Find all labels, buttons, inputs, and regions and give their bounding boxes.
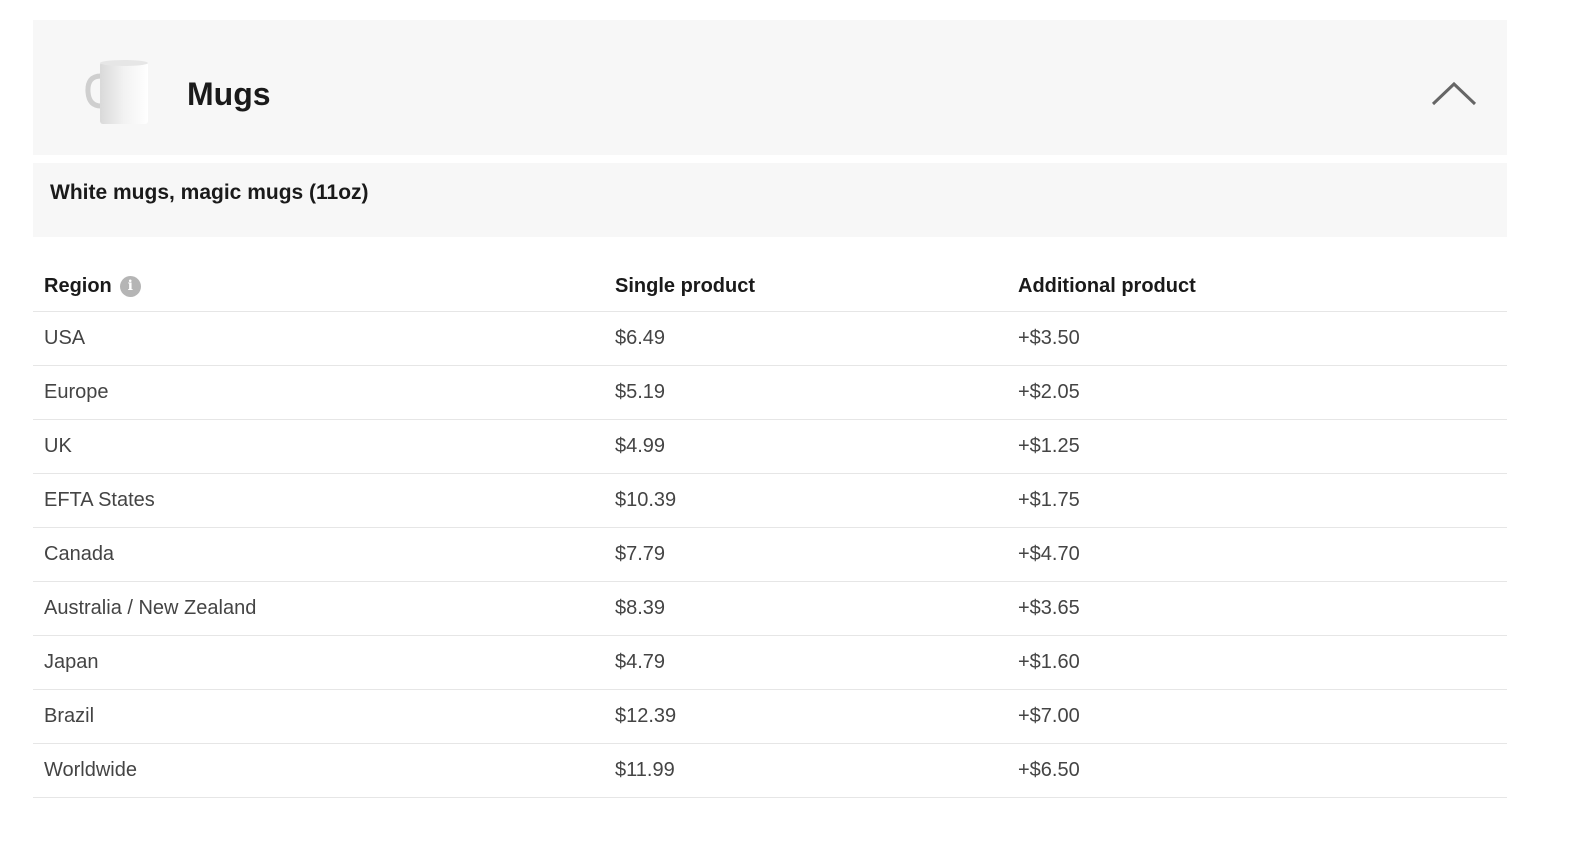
region-cell: Brazil <box>33 689 604 744</box>
single-product-price: $7.79 <box>604 527 1007 582</box>
table-row: Japan $4.79 +$1.60 <box>33 635 1507 690</box>
table-row: Worldwide $11.99 +$6.50 <box>33 743 1507 798</box>
mug-image <box>85 60 148 124</box>
region-cell: Europe <box>33 365 604 420</box>
table-header-row: Region i Single product Additional produc… <box>33 262 1507 312</box>
additional-product-price: +$3.50 <box>1007 311 1507 366</box>
additional-product-price: +$6.50 <box>1007 743 1507 798</box>
table-row: UK $4.99 +$1.25 <box>33 419 1507 474</box>
single-product-price: $4.79 <box>604 635 1007 690</box>
single-product-price: $12.39 <box>604 689 1007 744</box>
table-row: Europe $5.19 +$2.05 <box>33 365 1507 420</box>
table-row: USA $6.49 +$3.50 <box>33 311 1507 366</box>
additional-product-price: +$1.60 <box>1007 635 1507 690</box>
chevron-up-icon[interactable] <box>1429 78 1479 112</box>
additional-product-price: +$1.75 <box>1007 473 1507 528</box>
region-cell: UK <box>33 419 604 474</box>
additional-product-price: +$4.70 <box>1007 527 1507 582</box>
region-cell: Canada <box>33 527 604 582</box>
single-product-price: $10.39 <box>604 473 1007 528</box>
column-header-region: Region i <box>33 262 604 312</box>
region-cell: Worldwide <box>33 743 604 798</box>
region-cell: USA <box>33 311 604 366</box>
additional-product-price: +$7.00 <box>1007 689 1507 744</box>
single-product-price: $4.99 <box>604 419 1007 474</box>
column-header-additional: Additional product <box>1007 262 1507 312</box>
column-header-single: Single product <box>604 262 1007 312</box>
table-row: Brazil $12.39 +$7.00 <box>33 689 1507 744</box>
single-product-price: $8.39 <box>604 581 1007 636</box>
single-product-price: $5.19 <box>604 365 1007 420</box>
region-cell: Japan <box>33 635 604 690</box>
single-product-price: $6.49 <box>604 311 1007 366</box>
additional-product-price: +$2.05 <box>1007 365 1507 420</box>
table-row: Canada $7.79 +$4.70 <box>33 527 1507 582</box>
region-header-label: Region <box>44 275 112 297</box>
additional-product-price: +$1.25 <box>1007 419 1507 474</box>
shipping-rates-table: Region i Single product Additional produc… <box>33 262 1507 798</box>
mugs-section-header[interactable]: Mugs <box>33 20 1507 155</box>
single-product-price: $11.99 <box>604 743 1007 798</box>
product-subheader: White mugs, magic mugs (11oz) <box>33 163 1507 237</box>
info-icon[interactable]: i <box>119 276 141 297</box>
region-cell: EFTA States <box>33 473 604 528</box>
additional-product-price: +$3.65 <box>1007 581 1507 636</box>
table-row: EFTA States $10.39 +$1.75 <box>33 473 1507 528</box>
product-variant-label: White mugs, magic mugs (11oz) <box>50 181 369 204</box>
region-cell: Australia / New Zealand <box>33 581 604 636</box>
section-title: Mugs <box>187 76 271 112</box>
table-row: Australia / New Zealand $8.39 +$3.65 <box>33 581 1507 636</box>
